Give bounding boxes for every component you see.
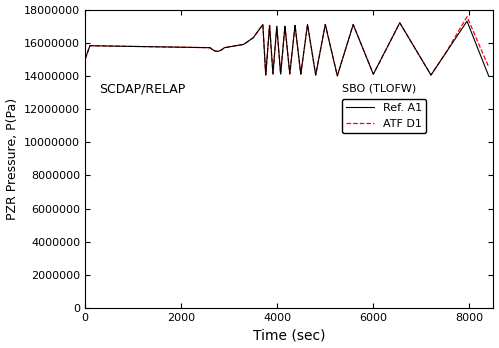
ATF D1: [432, 67, 438, 71]
Line: Ref. A1: Ref. A1: [85, 21, 489, 76]
Ref. A1: [362, 51, 368, 55]
Ref. A1: [349, 26, 355, 30]
ATF D1: [261, 45, 267, 49]
Ref. A1: [464, 19, 470, 23]
ATF D1: [349, 26, 355, 30]
ATF D1: [334, 74, 340, 78]
Ref. A1: [292, 29, 298, 33]
Ref. A1: [432, 67, 438, 71]
Legend: Ref. A1, ATF D1: Ref. A1, ATF D1: [342, 99, 427, 133]
Ref. A1: [82, 57, 88, 61]
ATF D1: [379, 55, 385, 60]
Ref. A1: [261, 45, 267, 49]
Y-axis label: PZR Pressure, P(Pa): PZR Pressure, P(Pa): [5, 98, 18, 220]
ATF D1: [362, 52, 368, 56]
Ref. A1: [379, 55, 385, 60]
ATF D1: [486, 65, 492, 69]
ATF D1: [82, 57, 88, 61]
X-axis label: Time (sec): Time (sec): [253, 329, 325, 342]
Line: ATF D1: ATF D1: [85, 17, 489, 76]
ATF D1: [292, 29, 298, 33]
Text: SBO (TLOFW): SBO (TLOFW): [342, 83, 417, 93]
ATF D1: [464, 15, 470, 19]
Text: SCDAP/RELAP: SCDAP/RELAP: [99, 82, 186, 95]
Ref. A1: [486, 74, 492, 78]
